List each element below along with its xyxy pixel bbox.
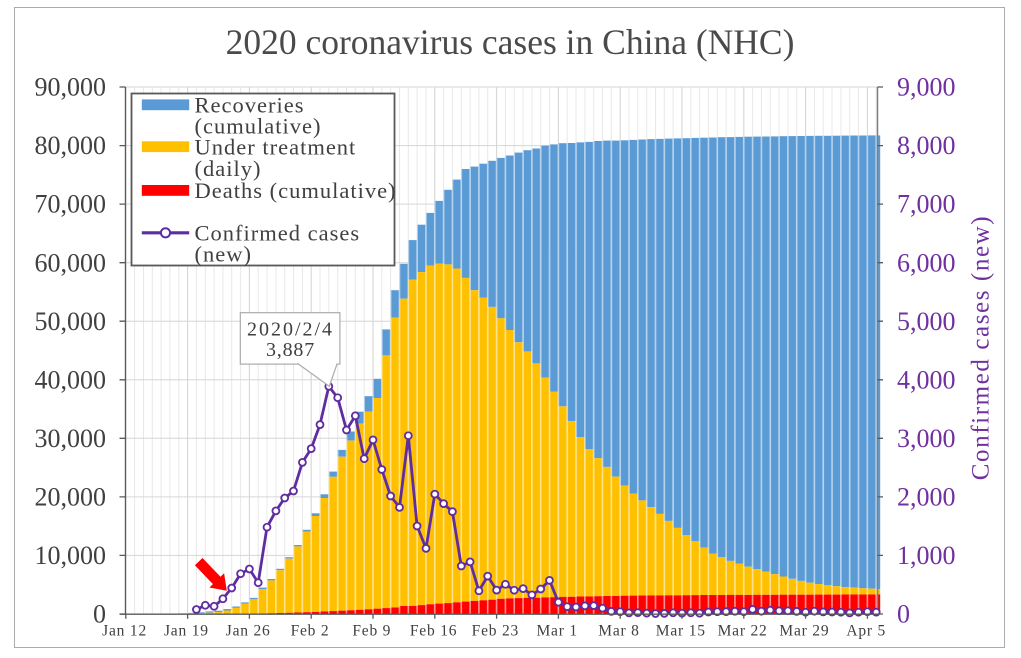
svg-text:3,000: 3,000 xyxy=(897,424,956,453)
svg-text:0: 0 xyxy=(897,600,910,629)
svg-text:Confirmed cases (new): Confirmed cases (new) xyxy=(968,215,995,480)
svg-text:40,000: 40,000 xyxy=(35,365,107,394)
svg-text:Jan 19: Jan 19 xyxy=(164,623,209,640)
svg-text:9,000: 9,000 xyxy=(897,73,956,102)
svg-text:80,000: 80,000 xyxy=(35,131,107,160)
svg-text:2020/2/4: 2020/2/4 xyxy=(247,318,334,340)
svg-text:Apr 5: Apr 5 xyxy=(846,623,886,640)
svg-text:70,000: 70,000 xyxy=(35,190,107,219)
svg-text:20,000: 20,000 xyxy=(35,483,107,512)
svg-text:5,000: 5,000 xyxy=(897,307,956,336)
svg-text:Jan 12: Jan 12 xyxy=(102,623,147,640)
svg-text:Feb 23: Feb 23 xyxy=(472,623,519,640)
svg-text:6,000: 6,000 xyxy=(897,248,956,277)
svg-text:Mar 1: Mar 1 xyxy=(536,623,577,640)
svg-text:4,000: 4,000 xyxy=(897,365,956,394)
svg-text:Mar 22: Mar 22 xyxy=(718,623,768,640)
svg-text:Jan 26: Jan 26 xyxy=(226,623,271,640)
svg-text:Mar 8: Mar 8 xyxy=(598,623,639,640)
svg-text:Mar 15: Mar 15 xyxy=(656,623,706,640)
svg-text:Deaths (cumulative): Deaths (cumulative) xyxy=(195,178,397,203)
svg-text:1,000: 1,000 xyxy=(897,541,956,570)
svg-text:7,000: 7,000 xyxy=(897,190,956,219)
svg-text:Feb 16: Feb 16 xyxy=(410,623,457,640)
svg-text:(new): (new) xyxy=(195,242,252,267)
svg-text:3,887: 3,887 xyxy=(266,339,315,361)
svg-text:2,000: 2,000 xyxy=(897,483,956,512)
svg-text:Mar 29: Mar 29 xyxy=(779,623,829,640)
svg-text:Feb 9: Feb 9 xyxy=(352,623,391,640)
svg-text:10,000: 10,000 xyxy=(35,541,107,570)
svg-text:Feb 2: Feb 2 xyxy=(291,623,330,640)
svg-text:8,000: 8,000 xyxy=(897,131,956,160)
svg-text:30,000: 30,000 xyxy=(35,424,107,453)
svg-text:90,000: 90,000 xyxy=(35,73,107,102)
svg-text:50,000: 50,000 xyxy=(35,307,107,336)
svg-text:60,000: 60,000 xyxy=(35,248,107,277)
svg-text:2020 coronavirus cases in Chin: 2020 coronavirus cases in China (NHC) xyxy=(226,22,795,62)
